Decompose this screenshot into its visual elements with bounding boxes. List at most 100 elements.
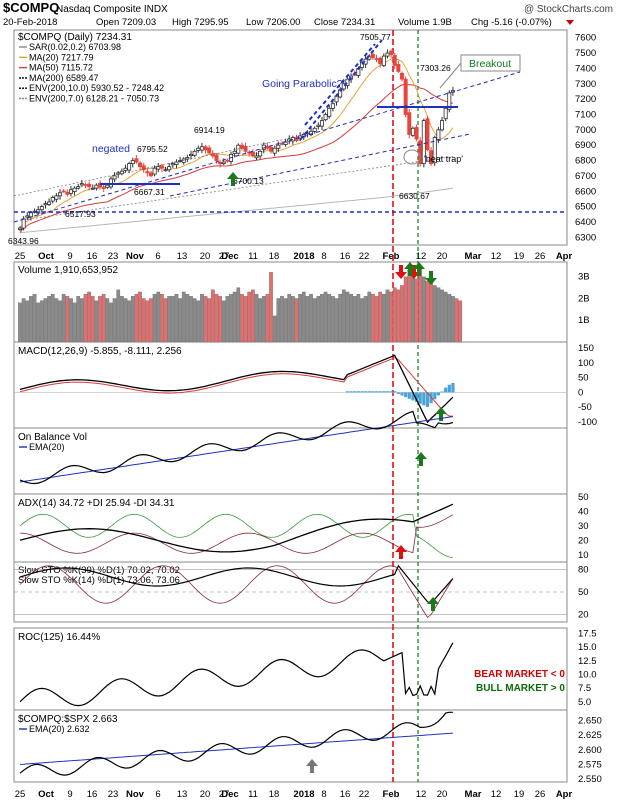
volume-bar: [363, 296, 368, 343]
price-legend-entry: ENV(200,7.0) 6128.21 - 7050.73: [29, 94, 159, 104]
candle-body: [432, 137, 437, 164]
candle-body: [192, 150, 197, 156]
volume-bar: [356, 293, 361, 343]
volume-bar: [21, 298, 26, 343]
candle-body: [316, 124, 321, 127]
price-title: $COMPQ (Daily) 7234.31: [18, 32, 132, 43]
volume-bar: [316, 296, 321, 343]
volume-bar: [36, 302, 41, 343]
macd-histogram-bar: [389, 391, 393, 393]
price-x-tick-label: 20: [200, 251, 211, 262]
change-value: Chg -5.16 (-0.07%): [471, 17, 552, 28]
volume-bar: [181, 291, 186, 343]
volume-bar: [447, 293, 452, 343]
volume-bar: [192, 298, 197, 343]
candle-body: [123, 167, 128, 171]
volume-bar: [225, 296, 230, 343]
volume-bar: [381, 293, 386, 343]
price-x-tick-label: 8: [321, 251, 326, 262]
bottom-x-tick-label: 2018: [293, 789, 314, 800]
symbol-title: $COMPQ: [3, 0, 59, 15]
macd-histogram-bar: [436, 392, 440, 396]
macd-histogram-bar: [393, 391, 397, 393]
volume-bar: [200, 293, 204, 343]
bottom-x-tick-label: 19: [514, 789, 525, 800]
price-y-tick-label: 6800: [575, 156, 596, 167]
macd-histogram-bar: [382, 391, 386, 393]
volume-bar: [261, 296, 266, 343]
macd-histogram-bar: [407, 392, 411, 399]
candle-body: [269, 146, 274, 152]
bottom-x-tick-label: 12: [416, 789, 427, 800]
candle-body: [389, 50, 394, 55]
bottom-x-tick-label: 27: [219, 789, 230, 800]
beat-trap-circle: [403, 149, 421, 165]
buy-arrow-volume: [413, 262, 425, 276]
price-x-tick-label: 22: [359, 251, 370, 262]
annotation-high: 7505.77: [360, 32, 391, 42]
price-x-tick-label: 25: [15, 251, 26, 262]
candle-body: [283, 141, 288, 145]
buy-arrow-obv: [415, 452, 427, 466]
macd-histogram-bar: [433, 392, 437, 400]
price-y-tick-label: 6600: [575, 186, 596, 197]
price-x-tick-label: 16: [87, 251, 98, 262]
negated-label: negated: [92, 143, 130, 155]
bull-market-note: BULL MARKET > 0: [476, 683, 565, 694]
stoch-y-tick-label: 20: [578, 610, 589, 621]
buy-arrow-price: [227, 172, 239, 186]
volume-y-tick-label: 1B: [578, 315, 590, 326]
volume-bar: [349, 293, 353, 343]
volume-bar: [392, 287, 397, 343]
candle-body: [381, 55, 386, 67]
volume-bar: [232, 291, 237, 343]
candle-body: [239, 144, 244, 149]
candle-body: [294, 137, 299, 141]
volume-bar: [116, 289, 121, 343]
ratio-legend-entry: EMA(20) 2.632: [29, 724, 90, 734]
candle-body: [145, 171, 150, 174]
volume-bar: [130, 296, 135, 343]
volume-bar: [167, 296, 172, 343]
candle-body: [116, 172, 121, 175]
macd-title: MACD(12,26,9) -5.855, -8.111, 2.256: [18, 346, 182, 357]
volume-bar: [240, 293, 244, 343]
volume-bar: [396, 289, 401, 343]
volume-bar: [411, 274, 415, 343]
volume-bar: [360, 298, 364, 343]
annotation-level: 6517.93: [65, 209, 96, 219]
parabolic-label: Going Parabolic?: [262, 78, 343, 90]
volume-bar: [61, 293, 66, 343]
volume-bar: [338, 293, 343, 343]
buy-arrow-stoch: [427, 597, 439, 611]
candle-body: [436, 129, 441, 140]
price-x-tick-label: 12: [491, 251, 502, 262]
price-x-tick-label: 26: [535, 251, 546, 262]
candle-body: [17, 227, 22, 231]
ratio-y-tick-label: 2.550: [578, 774, 602, 785]
panel-frame-price: [13, 29, 568, 246]
volume-y-tick-label: 3B: [578, 272, 590, 283]
adx-y-tick-label: 30: [578, 521, 589, 532]
volume-bar: [76, 296, 81, 343]
volume-bar: [32, 293, 37, 343]
volume-bar: [371, 293, 375, 343]
macd-histogram-bar: [345, 391, 350, 393]
candle-body: [225, 159, 230, 162]
stoch-y-tick-label: 80: [578, 565, 589, 576]
price-x-tick-label: 11: [248, 251, 258, 262]
volume-bar: [407, 270, 412, 343]
volume-bar: [323, 291, 328, 343]
price-x-tick-label: Feb: [383, 251, 400, 262]
price-y-tick-label: 6500: [575, 202, 596, 213]
panel-frame-obv: [13, 427, 568, 495]
volume-bar: [280, 296, 284, 343]
volume-bar: [283, 298, 288, 343]
volume-bar: [127, 300, 131, 343]
volume-bar: [291, 296, 295, 343]
price-x-tick-label: 23: [108, 251, 119, 262]
ratio-line: [19, 711, 453, 776]
macd-y-tick-label: 0: [578, 387, 583, 398]
volume-y-tick-label: 2B: [578, 293, 590, 304]
plus-di-line: [19, 513, 453, 558]
